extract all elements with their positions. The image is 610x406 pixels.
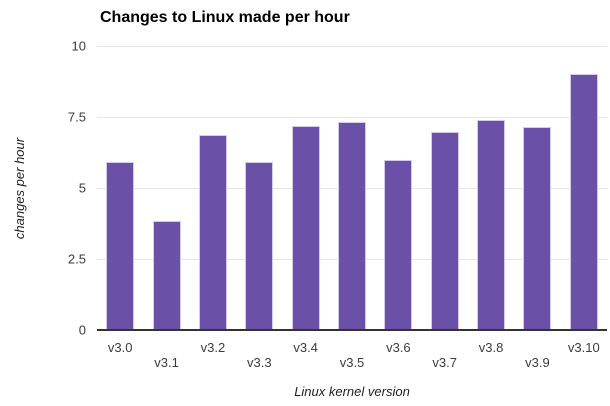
bar-v3.10[interactable] [569,73,598,330]
y-axis-tick-labels: 0 2.5 5 7.5 10 [0,39,86,338]
x-axis-tick-labels: v3.0 v3.1 v3.2 v3.3 v3.4 v3.5 v3.6 v3.7 v3.8 v3.9… [97,340,607,372]
bar-v3.2[interactable] [198,134,227,330]
bar-v3.7[interactable] [430,132,459,330]
y-tick-label-2.5: 2.5 [67,251,86,267]
x-tick-label-v3.9: v3.9 [525,355,550,370]
x-axis-title: Linux kernel version [294,384,410,399]
bar-v3.8[interactable] [477,120,506,330]
bar-v3.5[interactable] [338,122,366,330]
x-tick-label-v3.4: v3.4 [293,340,318,355]
y-tick-label-7.5: 7.5 [67,109,86,125]
x-tick-label-v3.3: v3.3 [246,355,272,370]
chart-title: Changes to Linux made per hour [100,9,350,26]
x-tick-label-v3.6: v3.6 [386,340,411,355]
x-tick-label-v3.5: v3.5 [339,355,365,370]
x-tick-label-v3.7: v3.7 [432,355,458,370]
x-tick-label-v3.0: v3.0 [107,340,133,355]
plot-area [97,46,607,331]
bar-series [97,46,607,330]
bar-v3.1[interactable] [152,220,181,330]
y-tick-label-5: 5 [78,180,86,196]
bar-v3.6[interactable] [384,159,413,330]
x-axis-line [97,329,607,331]
gridline-7.5 [97,117,607,118]
bar-v3.3[interactable] [245,162,274,330]
bar-v3.0[interactable] [106,162,135,330]
bar-v3.4[interactable] [291,125,320,330]
gridline-10 [97,46,607,47]
y-tick-label-0: 0 [78,322,86,338]
x-tick-label-v3.8: v3.8 [478,340,504,355]
x-tick-label-v3.10: v3.10 [567,340,600,355]
y-tick-label-10: 10 [71,38,86,54]
x-tick-label-v3.1: v3.1 [154,355,179,370]
bar-v3.9[interactable] [523,127,552,330]
x-tick-label-v3.2: v3.2 [200,340,226,355]
